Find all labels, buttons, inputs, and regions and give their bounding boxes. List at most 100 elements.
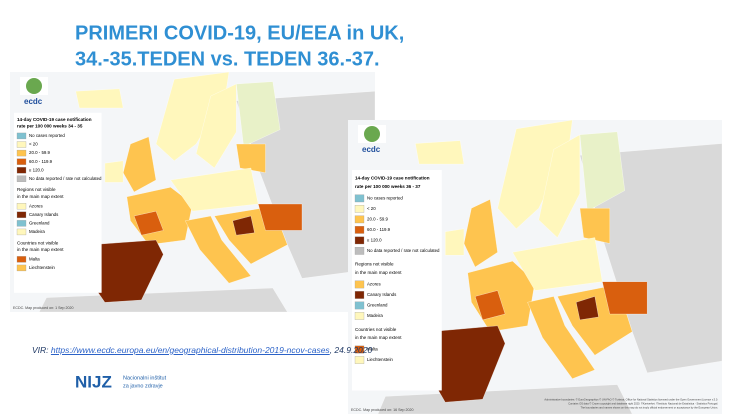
legend-label: Greenland: [367, 303, 388, 308]
legend-swatch: [354, 291, 365, 299]
legend-swatch: [16, 211, 27, 218]
legend-box: [352, 169, 442, 391]
country: [539, 135, 580, 238]
legend-title: in the main map extent: [17, 194, 64, 199]
legend-swatch: [354, 312, 365, 320]
country: [196, 84, 236, 168]
legend-title: Regions not visible: [17, 187, 56, 192]
country: [258, 204, 302, 230]
legend-title: in the main map extent: [17, 247, 64, 252]
legend-swatch: [354, 301, 365, 310]
country: [156, 72, 229, 161]
legend-label: 60.0 - 119.9: [29, 159, 53, 164]
country: [580, 208, 610, 243]
country: [233, 216, 255, 235]
legend-label: Madeira: [29, 229, 45, 234]
legend-label: Canary Islands: [367, 292, 397, 297]
legend-label: 20.0 - 59.9: [29, 150, 51, 155]
country: [378, 385, 632, 414]
map-panel: ecdc 14-day COVID-19 case notification rat…: [10, 72, 375, 312]
legend-label: Malta: [367, 347, 378, 352]
logo-text: ecdc: [362, 145, 381, 154]
org-logo-subtitle: Nacionalni inštitut: [123, 375, 167, 381]
logo-globe: [26, 78, 42, 94]
legend-swatch: [354, 356, 365, 364]
legend-title: rate per 100 000 weeks 36 - 37: [355, 184, 421, 189]
logo-globe: [364, 126, 380, 142]
legend-label: Azores: [367, 282, 381, 287]
legend-title: Regions not visible: [355, 262, 394, 267]
legend-label: Liechtenstein: [29, 265, 55, 270]
legend-swatch: [354, 247, 365, 255]
legend-label: Greenland: [29, 221, 50, 226]
country: [415, 141, 464, 165]
legend-swatch: [354, 345, 365, 354]
map-panel: ecdc 14-day COVID-19 case notification rat…: [348, 120, 722, 414]
legend-title: 14-day COVID-19 case notification: [355, 176, 430, 181]
source-prefix: VIR:: [32, 345, 49, 355]
legend-title: 14-day COVID-19 case notification: [17, 117, 92, 122]
legend-label: No data reported / rate not calculated: [367, 248, 440, 253]
map: [39, 72, 375, 312]
legend-swatch: [16, 158, 27, 165]
legend-swatch: [16, 228, 27, 236]
legend-title: rate per 100 000 weeks 34 - 35: [17, 124, 83, 129]
country: [445, 229, 464, 255]
legend-swatch: [16, 220, 27, 227]
legend-swatch: [16, 132, 27, 140]
country: [123, 137, 156, 192]
legend-title: Countries not visible: [355, 327, 397, 332]
legend-swatch: [16, 141, 27, 148]
legend-label: 20.0 - 59.9: [367, 216, 389, 221]
source-link[interactable]: https://www.ecdc.europa.eu/en/geographic…: [50, 345, 330, 355]
legend-title: in the main map extent: [355, 270, 402, 275]
legend-title: in the main map extent: [355, 335, 402, 340]
legend-label: 60.0 - 119.9: [367, 227, 391, 232]
org-logo-name: NIJZ: [75, 372, 112, 391]
legend-label: Madeira: [367, 313, 383, 318]
legend-swatch: [354, 280, 365, 289]
map-attribution: Contains OS data © Crown copyright and d…: [568, 402, 718, 406]
legend-label: Canary Islands: [29, 212, 59, 217]
legend-swatch: [16, 149, 27, 157]
country: [498, 120, 573, 229]
legend-label: ≥ 120.0: [367, 237, 382, 242]
country: [528, 296, 595, 378]
legend-swatch: [354, 205, 365, 213]
legend-swatch: [16, 256, 27, 263]
legend-box: [14, 112, 102, 293]
legend-label: Azores: [29, 203, 43, 208]
country: [236, 82, 280, 147]
map: [378, 120, 722, 414]
country: [236, 144, 265, 173]
legend-swatch: [16, 203, 27, 210]
country: [464, 199, 498, 267]
country: [580, 132, 625, 211]
legend-label: No data reported / rate not calculated: [29, 176, 102, 181]
legend-swatch: [16, 175, 27, 182]
legend-swatch: [354, 215, 365, 224]
slide-title: 34.-35.TEDEN vs. TEDEN 36.-37.: [75, 48, 380, 70]
legend-swatch: [354, 236, 365, 245]
map-attribution: The boundaries and names shown on this m…: [580, 406, 718, 410]
map-attribution: Administrative boundaries: © EuroGeograp…: [544, 398, 718, 402]
country: [475, 291, 505, 320]
legend-title: Countries not visible: [17, 240, 59, 245]
logo-text: ecdc: [24, 97, 43, 106]
source-date: , 24.9.2020: [329, 345, 373, 355]
legend-label: No cases reported: [367, 195, 403, 200]
legend-label: ≥ 120.0: [29, 167, 44, 172]
country: [134, 211, 163, 235]
legend-swatch: [354, 194, 365, 203]
legend-label: Malta: [29, 257, 40, 262]
slide-title: PRIMERI COVID-19, EU/EEA in UK,: [75, 22, 404, 44]
country: [105, 161, 123, 183]
legend-label: No cases reported: [29, 133, 65, 138]
legend-label: Liechtenstein: [367, 357, 393, 362]
legend-swatch: [16, 167, 27, 174]
country: [76, 89, 123, 108]
country: [602, 282, 647, 314]
map-footer: ECDC. Map produced on: 16 Sep 2020: [351, 408, 414, 412]
legend-swatch: [354, 226, 365, 234]
